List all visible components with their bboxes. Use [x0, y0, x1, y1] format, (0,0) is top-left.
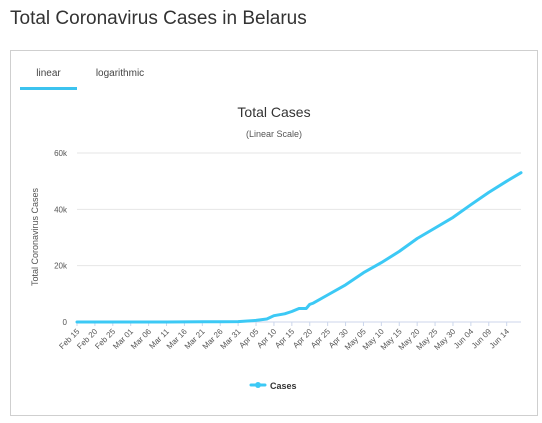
y-tick-label: 0 — [63, 318, 68, 327]
page-title: Total Coronavirus Cases in Belarus — [10, 8, 307, 29]
series-layer — [75, 171, 523, 324]
series-line-cases[interactable] — [75, 171, 523, 324]
legend[interactable]: Cases — [249, 381, 297, 391]
legend-label: Cases — [270, 381, 297, 391]
chart-panel: linear logarithmic Total Cases (Linear S… — [10, 50, 538, 416]
y-axis-label: Total Coronavirus Cases — [30, 187, 40, 286]
y-tick-label: 20k — [54, 262, 68, 271]
y-tick-label: 40k — [54, 205, 68, 214]
tab-logarithmic[interactable]: logarithmic — [95, 68, 145, 79]
chart-subtitle: (Linear Scale) — [246, 129, 302, 139]
tab-linear[interactable]: linear — [20, 59, 77, 90]
y-tick-labels: 0 20k 40k 60k — [54, 149, 68, 327]
grid-lines — [77, 152, 521, 323]
chart-title: Total Cases — [237, 104, 310, 120]
legend-marker — [255, 382, 261, 388]
x-tick-label: Jun 14 — [488, 327, 512, 351]
x-tick-label: Mar 31 — [219, 327, 243, 351]
cases-chart: Total Cases (Linear Scale) Total Coronav… — [30, 104, 523, 391]
y-tick-label: 60k — [54, 149, 68, 158]
